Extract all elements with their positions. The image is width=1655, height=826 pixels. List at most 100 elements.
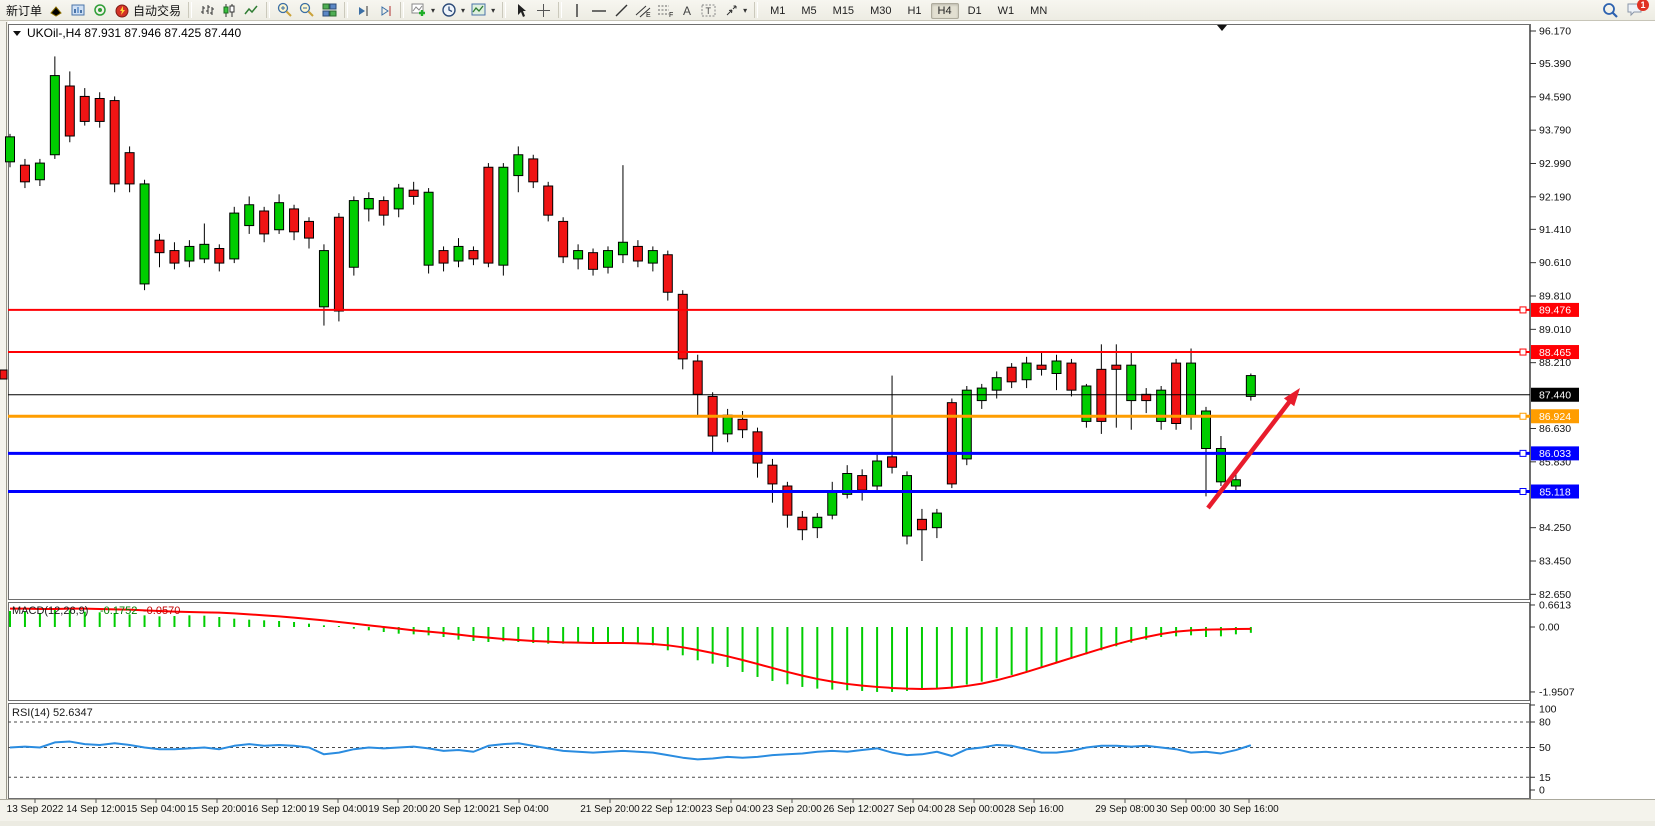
zoom-in-icon: [277, 2, 293, 18]
auto-scroll-button[interactable]: [352, 1, 374, 20]
svg-text:92.190: 92.190: [1539, 191, 1571, 203]
candlestick-icon: [221, 2, 237, 18]
svg-text:82.650: 82.650: [1539, 589, 1571, 601]
svg-text:21 Sep 20:00: 21 Sep 20:00: [580, 804, 640, 815]
clock-icon: [441, 2, 457, 18]
period-button[interactable]: ▾: [438, 1, 468, 20]
timeframe-button-m30[interactable]: M30: [870, 5, 892, 17]
dropdown-caret: ▾: [743, 5, 748, 15]
add-indicator-button[interactable]: ▾: [408, 1, 438, 20]
svg-text:0.6613: 0.6613: [1539, 599, 1571, 611]
timeframe-button-d1[interactable]: D1: [967, 5, 982, 17]
chart-shift-button[interactable]: [374, 1, 396, 20]
line-chart-mode-button[interactable]: [240, 1, 262, 20]
svg-text:83.450: 83.450: [1539, 556, 1571, 568]
trendline-tool-button[interactable]: [610, 1, 632, 20]
trend-arrow-annotation[interactable]: [1206, 388, 1300, 510]
svg-text:96.170: 96.170: [1539, 26, 1571, 38]
svg-text:89.010: 89.010: [1539, 324, 1571, 336]
toolbar-separator: [400, 2, 405, 18]
main-toolbar: 新订单 自动交易 ▾ ▾ ▾ E F A T ▾ M1 M5 M15 M30 H1 H4 D…: [0, 0, 1655, 21]
candlestick-mode-button[interactable]: [218, 1, 240, 20]
timeframe-button-h1[interactable]: H1: [907, 5, 922, 17]
symbol-dropdown-icon[interactable]: [13, 31, 21, 36]
autotrade-button[interactable]: 自动交易: [111, 1, 184, 20]
timeframe-group: M1 M5 M15 M30 H1 H4 D1 W1 MN: [762, 3, 1055, 19]
toolbar-separator: [344, 2, 349, 18]
tile-windows-button[interactable]: [318, 1, 340, 20]
svg-text:E: E: [646, 12, 651, 18]
channel-tool-button[interactable]: E: [632, 1, 654, 20]
toolbar-separator: [558, 2, 563, 18]
zoom-out-button[interactable]: [296, 1, 318, 20]
new-order-label: 新订单: [6, 3, 43, 18]
template-button[interactable]: ▾: [468, 1, 498, 20]
signal-icon: [92, 2, 108, 18]
chart-profile-icon: [70, 2, 86, 18]
alerts-button[interactable]: [89, 1, 111, 20]
svg-text:23 Sep 20:00: 23 Sep 20:00: [762, 804, 822, 815]
label-tool-button[interactable]: T: [698, 1, 720, 20]
chart-header: UKOil-,H4 87.931 87.946 87.425 87.440: [13, 25, 1227, 40]
bar-chart-mode-button[interactable]: [196, 1, 218, 20]
svg-text:89.810: 89.810: [1539, 291, 1571, 303]
timeframe-button-h4[interactable]: H4: [930, 3, 959, 19]
svg-text:85.118: 85.118: [1539, 486, 1570, 498]
text-label-icon: T: [701, 2, 717, 18]
cursor-tool-button[interactable]: [510, 1, 532, 20]
bar-chart-icon: [199, 2, 215, 18]
rsi-label: RSI(14) 52.6347: [12, 707, 93, 719]
svg-text:30 Sep 16:00: 30 Sep 16:00: [1219, 804, 1279, 815]
horizontal-line-tool-button[interactable]: [588, 1, 610, 20]
search-icon[interactable]: [1602, 2, 1618, 18]
price-axis[interactable]: 96.170 95.390 94.590 93.790 92.990 92.190 91.4…: [1530, 26, 1571, 601]
market-depth-icon: [48, 2, 64, 18]
cursor-icon: [513, 2, 529, 18]
svg-text:16 Sep 12:00: 16 Sep 12:00: [247, 804, 307, 815]
zoom-in-button[interactable]: [274, 1, 296, 20]
svg-text:94.590: 94.590: [1539, 91, 1571, 103]
svg-text:13 Sep 2022: 13 Sep 2022: [7, 804, 64, 815]
svg-text:88.210: 88.210: [1539, 357, 1571, 369]
timeframe-button-mn[interactable]: MN: [1030, 5, 1048, 17]
chart-shift-icon: [377, 2, 393, 18]
svg-text:19 Sep 04:00: 19 Sep 04:00: [308, 804, 368, 815]
dropdown-caret: ▾: [431, 5, 436, 15]
panel-frames: [8, 24, 1530, 799]
horizontal-line-icon: [591, 2, 607, 18]
macd-panel: 0.6613 0.00 -1.9507 MACD(12,26,9) -0.1752 -0.…: [9, 599, 1575, 698]
new-order-button[interactable]: 新订单: [3, 1, 45, 20]
timeframe-button-m1[interactable]: M1: [770, 5, 786, 17]
dropdown-caret: ▾: [461, 5, 466, 15]
svg-text:80: 80: [1539, 717, 1551, 729]
timeframe-button-m5[interactable]: M5: [801, 5, 817, 17]
fibonacci-icon: F: [657, 2, 673, 18]
text-tool-button[interactable]: A: [676, 1, 698, 20]
timeframe-button-m15[interactable]: M15: [832, 5, 855, 17]
template-icon: [471, 2, 487, 18]
fibonacci-tool-button[interactable]: F: [654, 1, 676, 20]
svg-text:92.990: 92.990: [1539, 158, 1571, 170]
timeframe-button-w1[interactable]: W1: [997, 5, 1015, 17]
svg-text:T: T: [706, 6, 712, 16]
autotrade-icon: [114, 2, 130, 18]
svg-text:0: 0: [1539, 785, 1545, 797]
notifications-button[interactable]: 1: [1626, 0, 1649, 19]
depth-of-market-button[interactable]: [45, 1, 67, 20]
time-axis[interactable]: 13 Sep 2022 14 Sep 12:00 15 Sep 04:00 15 Se…: [7, 799, 1280, 815]
chart-shift-marker[interactable]: [1217, 25, 1227, 31]
vertical-line-icon: [569, 2, 585, 18]
vertical-line-tool-button[interactable]: [566, 1, 588, 20]
crosshair-tool-button[interactable]: [532, 1, 554, 20]
shapes-tool-button[interactable]: ▾: [720, 1, 750, 20]
text-icon: A: [679, 2, 695, 18]
toolbar-separator: [266, 2, 271, 18]
svg-text:50: 50: [1539, 742, 1551, 754]
svg-text:86.630: 86.630: [1539, 423, 1571, 435]
toolbar-separator: [754, 2, 759, 18]
profile-button[interactable]: [67, 1, 89, 20]
svg-text:84.250: 84.250: [1539, 522, 1571, 534]
